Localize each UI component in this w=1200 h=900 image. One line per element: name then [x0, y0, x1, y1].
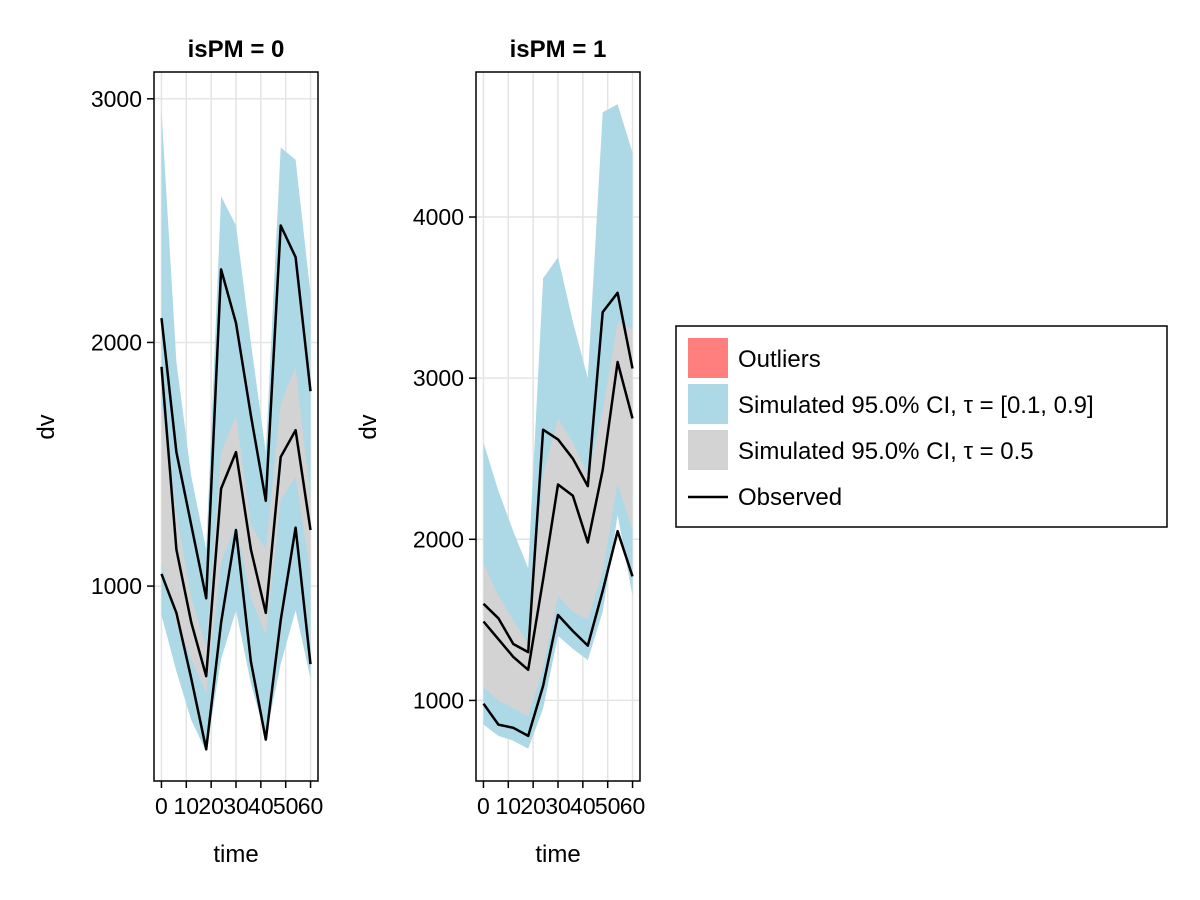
x-tick-label: 40: [248, 793, 274, 819]
observed-line-upper: [482, 291, 634, 654]
legend-label: Simulated 95.0% CI, τ = 0.5: [738, 438, 1034, 465]
x-tick-label: 30: [545, 793, 571, 819]
ci-band-median: [483, 321, 633, 717]
panel-title: isPM = 1: [510, 36, 607, 63]
y-tick-label: 2000: [91, 329, 142, 355]
legend-label: Simulated 95.0% CI, τ = [0.1, 0.9]: [738, 392, 1094, 419]
legend-label: Observed: [738, 484, 842, 511]
y-tick-label: 4000: [413, 204, 464, 230]
observed-line-lower: [482, 529, 634, 738]
x-tick-label: 50: [595, 793, 621, 819]
x-tick-label: 40: [570, 793, 596, 819]
plot-area: 0 10 20 30 40 50 60 1000 2000 3000 4000: [413, 71, 646, 819]
y-tick-label: 1000: [413, 687, 464, 713]
plot-area: 0 10 20 30 40 50 60 1000 2000 3000: [91, 71, 324, 819]
x-axis-label: time: [535, 841, 580, 868]
x-axis-label: time: [213, 841, 258, 868]
legend-box: [675, 325, 1168, 528]
y-axis-label: dv: [355, 414, 382, 439]
panel-title: isPM = 0: [188, 36, 285, 63]
legend-swatch-median-band: [688, 430, 728, 470]
y-tick-label: 3000: [91, 86, 142, 112]
panel-ispm-1: 0 10 20 30 40 50 60 1000 2000 3000 4000 isPM = 1 t…: [355, 36, 645, 868]
legend-label: Outliers: [738, 346, 821, 373]
observed-line-median: [160, 366, 312, 678]
legend: Outliers Simulated 95.0% CI, τ = [0.1, 0…: [675, 325, 1168, 528]
x-tick-label: 20: [520, 793, 546, 819]
legend-swatch-ci-band: [688, 384, 728, 424]
x-tick-label: 60: [620, 793, 646, 819]
y-tick-label: 1000: [91, 573, 142, 599]
observed-line-upper: [160, 224, 312, 600]
legend-swatch-outliers: [688, 338, 728, 378]
x-tick-label: 0: [477, 793, 490, 819]
x-tick-label: 60: [298, 793, 324, 819]
x-tick-label: 0: [155, 793, 168, 819]
y-axis-label: dv: [33, 414, 60, 439]
observed-line-median: [482, 360, 634, 672]
x-tick-label: 10: [496, 793, 522, 819]
x-tick-label: 50: [273, 793, 299, 819]
x-tick-label: 30: [223, 793, 249, 819]
y-tick-label: 2000: [413, 526, 464, 552]
x-tick-label: 10: [174, 793, 200, 819]
x-tick-label: 20: [198, 793, 224, 819]
y-tick-label: 3000: [413, 365, 464, 391]
ci-band-median: [161, 366, 311, 694]
observed-line-lower: [160, 526, 312, 751]
